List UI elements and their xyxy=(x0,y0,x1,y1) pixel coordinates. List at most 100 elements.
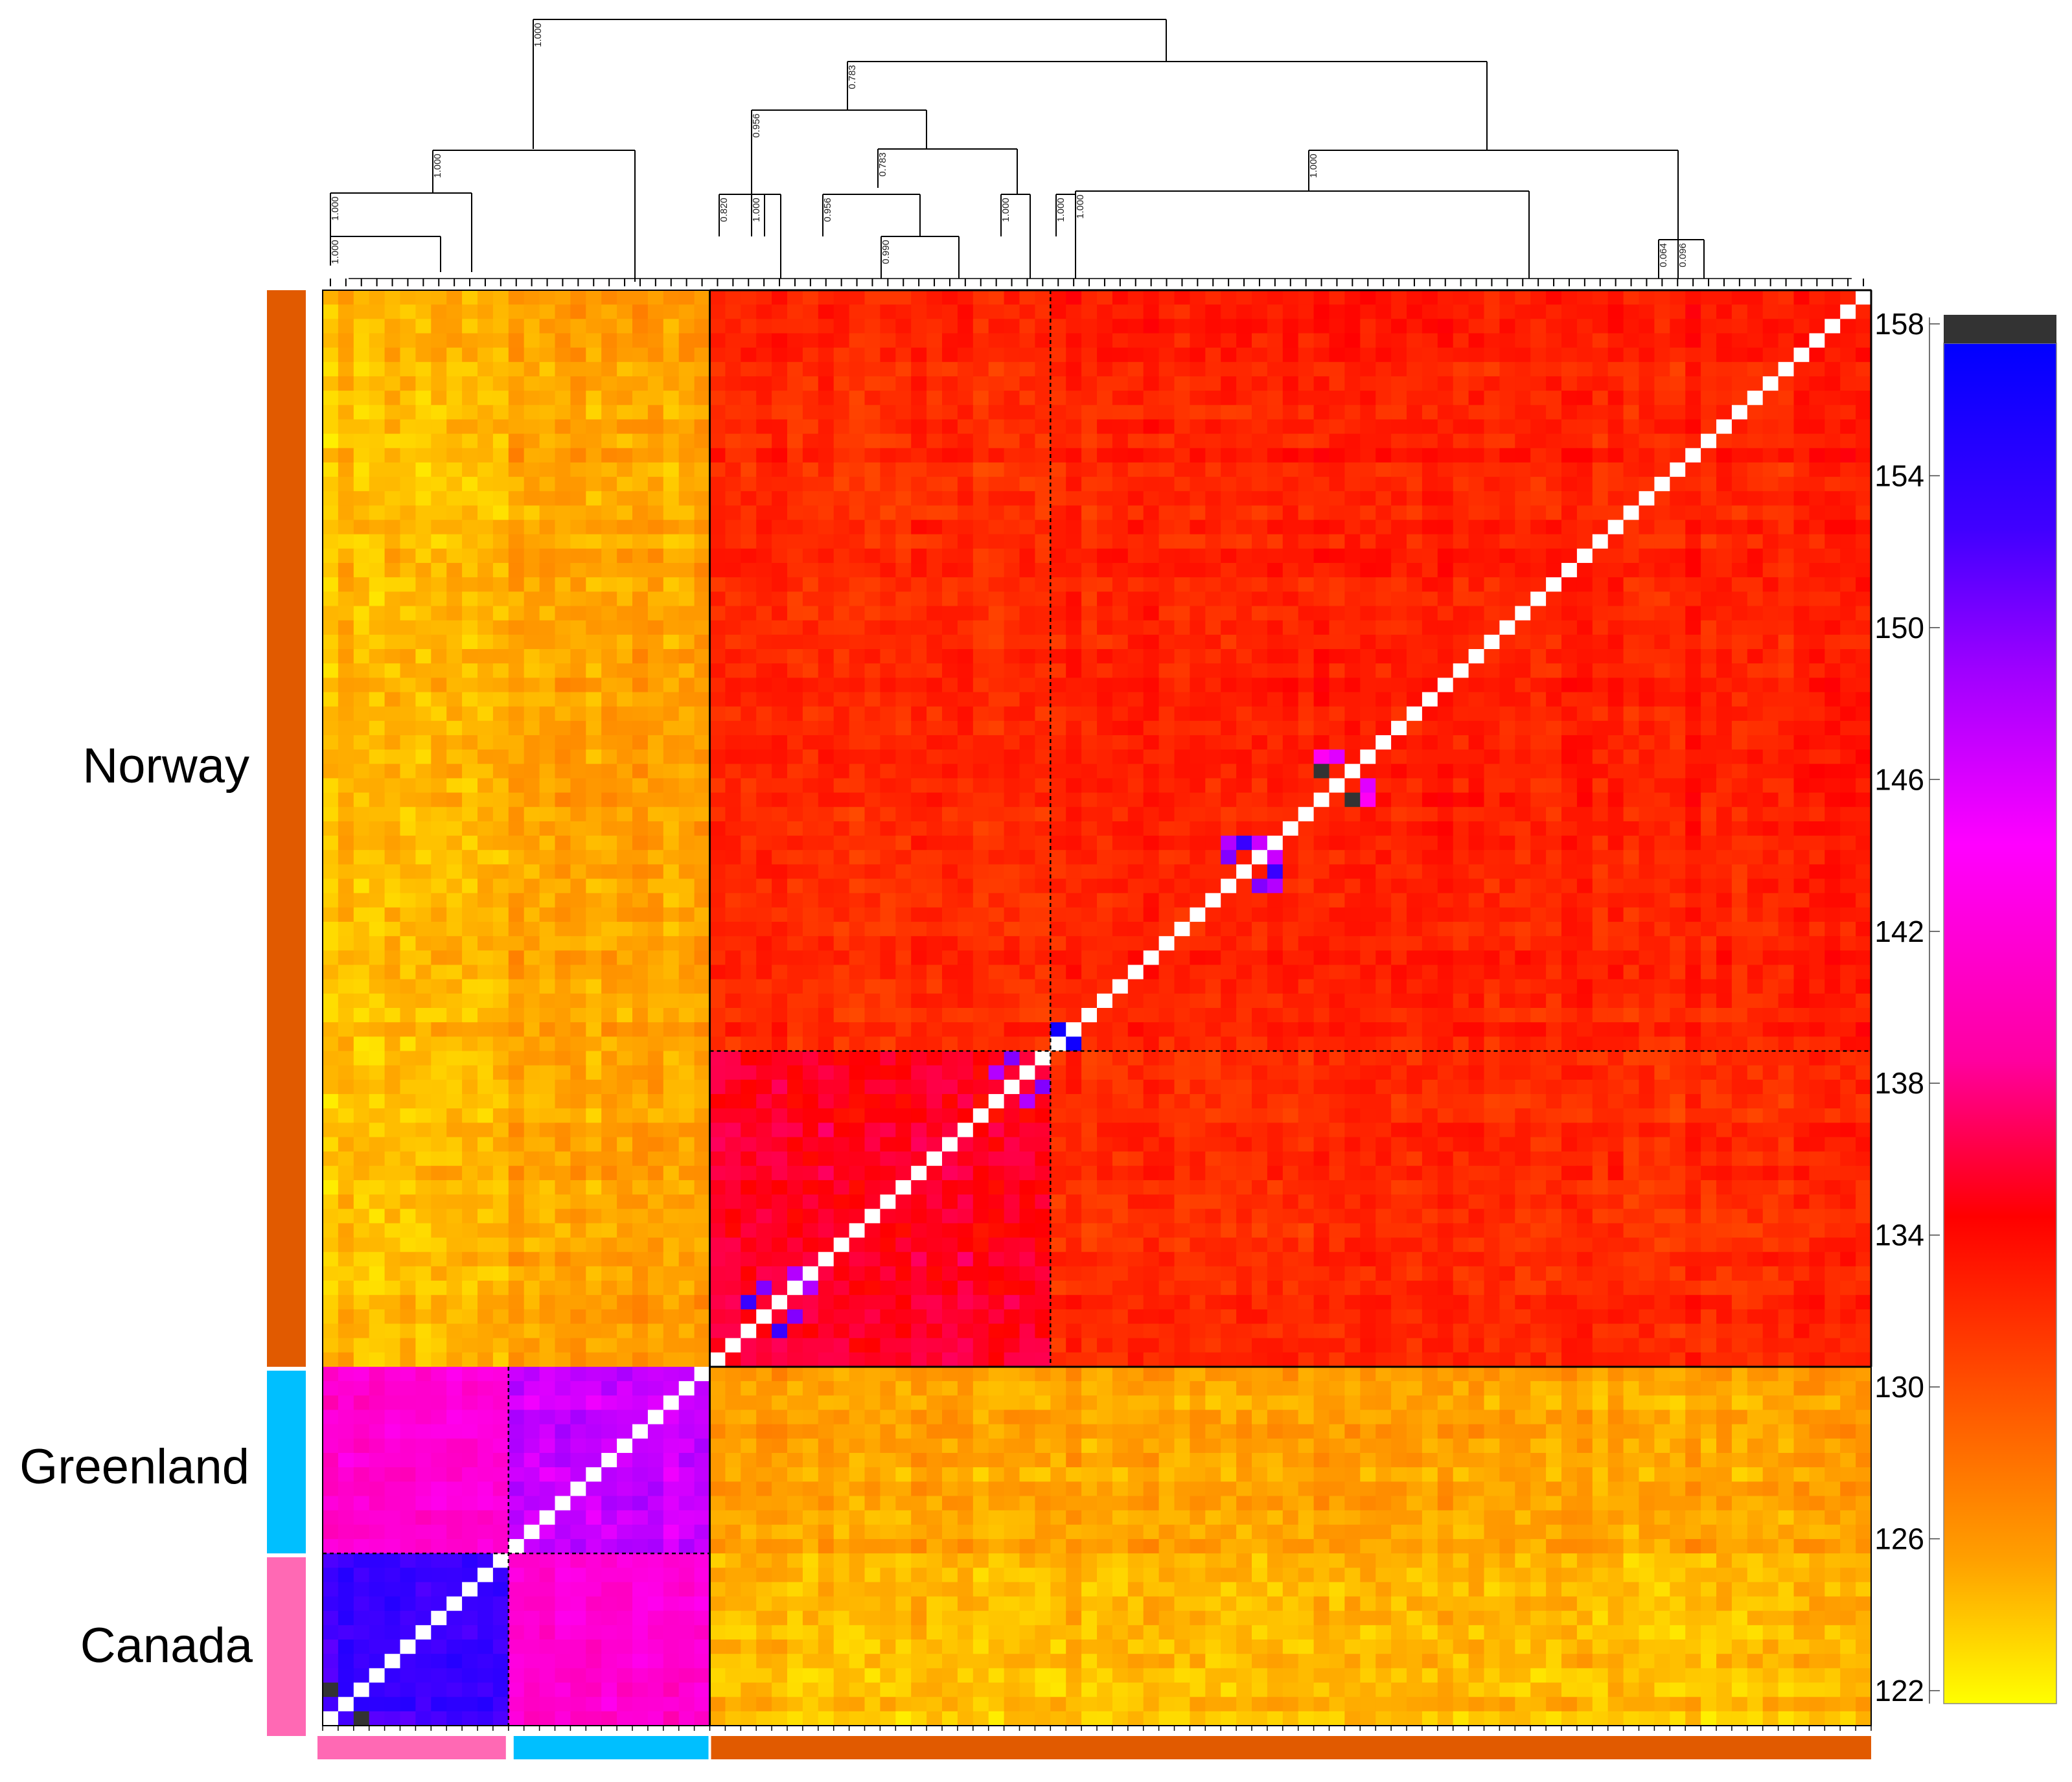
heatmap-cell xyxy=(539,864,556,880)
heatmap-cell xyxy=(1546,304,1562,319)
heatmap-cell xyxy=(492,922,509,937)
heatmap-cell xyxy=(1576,290,1593,305)
heatmap-cell xyxy=(369,663,386,678)
heatmap-cell xyxy=(1731,491,1748,506)
heatmap-cell xyxy=(1267,433,1283,449)
heatmap-cell xyxy=(1453,950,1469,966)
heatmap-cell xyxy=(694,864,711,880)
posterior-label: 1.000 xyxy=(533,23,544,47)
heatmap-cell xyxy=(601,850,617,865)
heatmap-cell xyxy=(1004,878,1020,894)
heatmap-cell xyxy=(864,304,881,319)
heatmap-cell xyxy=(462,764,478,779)
heatmap-cell xyxy=(741,333,757,348)
heatmap-cell xyxy=(1576,462,1593,477)
heatmap-cell xyxy=(678,634,695,650)
heatmap-cell xyxy=(1825,864,1841,880)
heatmap-cell xyxy=(1127,720,1144,736)
heatmap-cell xyxy=(1376,907,1392,922)
heatmap-cell xyxy=(973,806,989,822)
heatmap-cell xyxy=(1592,391,1609,406)
heatmap-cell xyxy=(1623,864,1640,880)
heatmap-cell xyxy=(927,850,943,865)
heatmap-cell xyxy=(772,391,788,406)
heatmap-cell xyxy=(415,520,432,535)
heatmap-cell xyxy=(1654,649,1670,664)
heatmap-cell xyxy=(1035,534,1051,549)
heatmap-cell xyxy=(1205,965,1221,980)
heatmap-cell xyxy=(864,333,881,348)
heatmap-cell xyxy=(1127,692,1144,707)
heatmap-cell xyxy=(1376,534,1392,549)
heatmap-cell xyxy=(942,606,958,621)
heatmap-cell xyxy=(1066,806,1082,822)
heatmap-cell xyxy=(555,548,571,564)
heatmap-cell xyxy=(1344,405,1361,420)
heatmap-cell xyxy=(323,821,339,836)
heatmap-cell xyxy=(338,448,354,463)
heatmap-cell xyxy=(384,850,401,865)
heatmap-cell xyxy=(1856,333,1872,348)
heatmap-cell xyxy=(1329,821,1345,836)
heatmap-cell xyxy=(1437,620,1454,635)
canada-label: Canada xyxy=(80,1618,253,1673)
heatmap-cell xyxy=(1747,333,1764,348)
heatmap-cell xyxy=(1778,304,1795,319)
heatmap-cell xyxy=(601,720,617,736)
heatmap-cell xyxy=(663,678,680,693)
heatmap-cell xyxy=(632,433,649,449)
heatmap-cell xyxy=(1670,907,1686,922)
heatmap-cell xyxy=(492,548,509,564)
heatmap-cell xyxy=(601,836,617,851)
heatmap-cell xyxy=(1252,678,1268,693)
heatmap-cell xyxy=(880,405,896,420)
heatmap-cell xyxy=(1468,806,1485,822)
heatmap-cell xyxy=(586,448,602,463)
heatmap-cell xyxy=(1360,391,1376,406)
heatmap-cell xyxy=(632,376,649,391)
heatmap-cell xyxy=(1793,462,1810,477)
heatmap-cell xyxy=(1561,649,1578,664)
heatmap-cell xyxy=(678,907,695,922)
heatmap-cell xyxy=(1670,361,1686,377)
heatmap-cell xyxy=(1716,864,1732,880)
heatmap-cell xyxy=(1747,419,1764,435)
heatmap-cell xyxy=(338,649,354,664)
heatmap-cell xyxy=(1190,391,1206,406)
heatmap-cell xyxy=(1035,347,1051,363)
heatmap-cell xyxy=(1701,806,1717,822)
heatmap-cell xyxy=(462,893,478,908)
heatmap-cell xyxy=(1499,821,1515,836)
heatmap-cell xyxy=(1747,706,1764,722)
heatmap-cell xyxy=(927,333,943,348)
heatmap-cell xyxy=(1267,806,1283,822)
heatmap-cell xyxy=(1298,520,1315,535)
heatmap-cell xyxy=(1499,319,1515,334)
heatmap-cell xyxy=(1190,376,1206,391)
heatmap-cell xyxy=(1856,950,1872,966)
heatmap-cell xyxy=(1561,534,1578,549)
heatmap-cell xyxy=(787,764,803,779)
heatmap-cell xyxy=(694,965,711,980)
heatmap-cell xyxy=(632,706,649,722)
heatmap-cell xyxy=(1205,534,1221,549)
heatmap-cell xyxy=(1407,491,1423,506)
heatmap-cell xyxy=(988,361,1005,377)
heatmap-cell xyxy=(570,850,586,865)
heatmap-cell xyxy=(1252,864,1268,880)
heatmap-cell xyxy=(1639,606,1655,621)
heatmap-cell xyxy=(1747,534,1764,549)
heatmap-cell xyxy=(1221,850,1237,865)
heatmap-cell xyxy=(1376,692,1392,707)
heatmap-cell xyxy=(1468,878,1485,894)
heatmap-cell xyxy=(1127,376,1144,391)
heatmap-cell xyxy=(1143,749,1160,764)
heatmap-cell xyxy=(1407,462,1423,477)
heatmap-cell xyxy=(1499,936,1515,951)
heatmap-cell xyxy=(632,361,649,377)
heatmap-cell xyxy=(1762,634,1779,650)
heatmap-cell xyxy=(849,864,866,880)
heatmap-cell xyxy=(1205,448,1221,463)
heatmap-cell xyxy=(787,347,803,363)
heatmap-cell xyxy=(1856,419,1872,435)
